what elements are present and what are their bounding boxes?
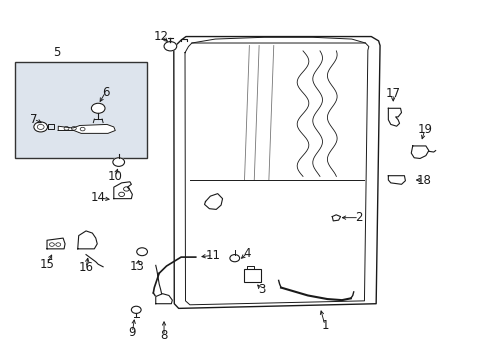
- Text: 11: 11: [205, 249, 220, 262]
- Polygon shape: [114, 182, 132, 199]
- Circle shape: [137, 248, 147, 256]
- Text: 1: 1: [321, 319, 328, 332]
- Text: 12: 12: [154, 30, 169, 43]
- Text: 16: 16: [79, 261, 93, 274]
- Polygon shape: [58, 125, 115, 134]
- Polygon shape: [387, 176, 405, 184]
- Text: 18: 18: [416, 174, 430, 186]
- Text: 2: 2: [355, 211, 362, 224]
- Text: 3: 3: [257, 283, 264, 296]
- Circle shape: [113, 158, 124, 166]
- Text: 7: 7: [30, 113, 38, 126]
- Circle shape: [163, 41, 176, 51]
- Circle shape: [34, 122, 47, 132]
- Text: 15: 15: [40, 258, 54, 271]
- Text: 14: 14: [91, 192, 105, 204]
- Text: 8: 8: [160, 329, 167, 342]
- Text: 10: 10: [108, 170, 122, 183]
- Text: 9: 9: [128, 326, 136, 339]
- Text: 5: 5: [53, 46, 61, 59]
- Polygon shape: [410, 146, 428, 158]
- Polygon shape: [156, 294, 172, 304]
- Text: 13: 13: [129, 260, 144, 273]
- Circle shape: [91, 103, 105, 113]
- Polygon shape: [47, 238, 65, 249]
- Bar: [15, 62, 147, 158]
- Bar: [243, 269, 260, 282]
- Polygon shape: [78, 231, 97, 249]
- Circle shape: [131, 306, 141, 314]
- Text: 19: 19: [417, 123, 431, 136]
- Polygon shape: [387, 108, 401, 126]
- Circle shape: [229, 255, 239, 262]
- Text: 6: 6: [102, 86, 109, 99]
- Text: 17: 17: [385, 87, 400, 100]
- Text: 4: 4: [243, 247, 250, 260]
- Polygon shape: [331, 215, 340, 221]
